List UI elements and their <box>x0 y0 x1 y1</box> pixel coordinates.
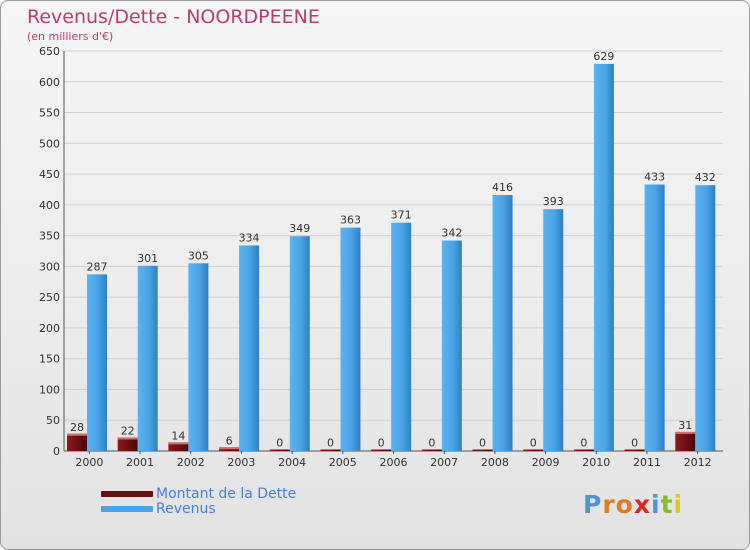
bar-dette <box>421 449 442 451</box>
x-tick-label: 2003 <box>227 456 255 469</box>
bar-dette <box>67 433 87 451</box>
x-tick-label: 2005 <box>329 456 357 469</box>
bar-dette <box>320 449 341 451</box>
data-label-dette: 22 <box>121 424 135 437</box>
chart-subtitle: (en milliers d'€) <box>27 30 114 43</box>
proxiti-logo: Proxiti <box>583 490 683 519</box>
bar-revenus <box>593 63 614 452</box>
x-tick-label: 2008 <box>481 456 509 469</box>
bar-dette <box>573 449 594 451</box>
data-label-revenus: 305 <box>188 249 209 262</box>
data-label-dette: 0 <box>479 437 486 450</box>
y-tick-label: 50 <box>46 414 60 427</box>
data-label-revenus: 629 <box>593 50 614 63</box>
y-tick-label: 0 <box>53 445 60 458</box>
data-label-revenus: 416 <box>492 181 513 194</box>
data-label-revenus: 334 <box>239 231 260 244</box>
data-label-revenus: 349 <box>289 222 310 235</box>
y-tick-label: 100 <box>39 383 60 396</box>
bar-dette <box>168 442 189 451</box>
x-tick-label: 2001 <box>126 456 154 469</box>
y-tick-label: 150 <box>39 353 60 366</box>
data-label-dette: 0 <box>530 437 537 450</box>
data-label-dette: 0 <box>378 437 385 450</box>
logo-letter: P <box>583 490 603 519</box>
legend-swatch-revenus <box>101 506 153 512</box>
bar-revenus <box>543 209 564 451</box>
data-label-dette: 0 <box>327 437 334 450</box>
bar-revenus <box>188 263 209 451</box>
y-tick-label: 400 <box>39 199 60 212</box>
y-tick-label: 550 <box>39 107 60 120</box>
x-tick-label: 2004 <box>278 456 306 469</box>
bar-dette-top <box>117 437 138 440</box>
x-tick-label: 2011 <box>633 456 661 469</box>
bar-dette-top <box>219 447 240 450</box>
x-tick-label: 2009 <box>532 456 560 469</box>
bar-dette <box>117 437 138 451</box>
data-label-dette: 31 <box>678 419 692 432</box>
logo-letter: i <box>673 490 684 519</box>
data-label-dette: 28 <box>70 421 84 434</box>
bar-dette-top <box>67 433 87 436</box>
x-tick-label: 2007 <box>430 456 458 469</box>
bar-revenus <box>137 265 158 451</box>
data-label-revenus: 393 <box>543 195 564 208</box>
logo-letter: o <box>615 490 634 519</box>
data-label-dette: 6 <box>226 434 233 447</box>
y-tick-label: 200 <box>39 322 60 335</box>
chart-title: Revenus/Dette - NOORDPEENE <box>27 6 320 28</box>
x-tick-label: 2006 <box>380 456 408 469</box>
data-label-revenus: 432 <box>695 171 716 184</box>
bar-revenus <box>695 185 716 451</box>
legend-label-revenus: Revenus <box>156 501 216 517</box>
data-label-revenus: 287 <box>87 260 108 273</box>
bar-dette <box>523 449 544 451</box>
x-tick-label: 2010 <box>582 456 610 469</box>
data-label-revenus: 342 <box>441 227 462 240</box>
bar-dette-top <box>168 442 189 445</box>
bar-dette <box>675 431 696 451</box>
data-label-dette: 0 <box>631 437 638 450</box>
bar-dette <box>624 449 645 451</box>
bar-revenus <box>441 240 462 451</box>
x-tick-label: 2002 <box>177 456 205 469</box>
y-tick-label: 300 <box>39 260 60 273</box>
data-label-revenus: 363 <box>340 214 361 227</box>
data-label-dette: 0 <box>428 437 435 450</box>
bar-dette <box>371 449 392 451</box>
bar-dette <box>269 449 290 451</box>
legend-label-dette: Montant de la Dette <box>156 486 297 502</box>
logo-letter: r <box>602 490 616 519</box>
bar-revenus <box>492 195 513 451</box>
bar-revenus <box>289 236 310 451</box>
x-tick-label: 2000 <box>75 456 103 469</box>
data-label-dette: 0 <box>276 437 283 450</box>
bar-revenus <box>239 245 260 451</box>
data-label-revenus: 433 <box>644 171 665 184</box>
bar-dette-top <box>675 431 696 434</box>
y-tick-label: 350 <box>39 230 60 243</box>
y-tick-label: 600 <box>39 76 60 89</box>
logo-letter: i <box>651 490 661 519</box>
bar-revenus <box>340 227 361 451</box>
y-tick-label: 650 <box>39 45 60 58</box>
bar-revenus <box>391 222 412 451</box>
legend-swatch-dette <box>101 491 153 497</box>
data-label-revenus: 301 <box>137 252 158 265</box>
y-tick-label: 500 <box>39 137 60 150</box>
bar-revenus <box>87 274 107 451</box>
data-label-revenus: 371 <box>391 209 412 222</box>
logo-letter: t <box>660 490 674 519</box>
data-label-dette: 0 <box>580 437 587 450</box>
bar-dette <box>472 449 493 451</box>
bar-revenus <box>644 184 665 452</box>
data-label-dette: 14 <box>171 429 185 442</box>
x-tick-label: 2012 <box>684 456 712 469</box>
y-tick-label: 450 <box>39 168 60 181</box>
y-tick-label: 250 <box>39 291 60 304</box>
logo-letter: x <box>633 490 651 519</box>
